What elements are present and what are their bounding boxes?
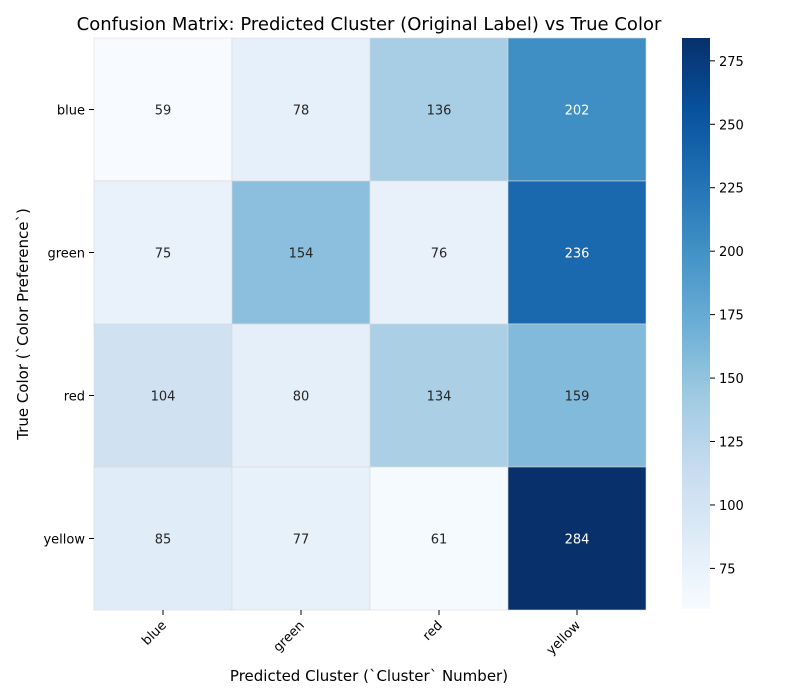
heatmap-cell [507,466,647,611]
x-tick-label: green [271,618,308,655]
cell-value-label: 159 [565,390,590,405]
colorbar [682,38,710,609]
y-tick-labels: blue green red yellow [43,104,94,548]
cell-value-label: 75 [155,247,172,262]
cell-value-label: 136 [427,104,452,119]
heatmap-cell [93,37,233,182]
heatmap-cell [369,37,509,182]
x-axis-label: Predicted Cluster (`Cluster` Number) [230,667,508,685]
cell-value-label: 80 [293,390,310,405]
heatmap-cell [231,466,371,611]
x-tick-label: yellow [544,618,584,658]
colorbar-tick-label: 250 [719,118,744,133]
heatmap-cell [231,180,371,325]
chart-title: Confusion Matrix: Predicted Cluster (Ori… [77,14,662,35]
heatmap-cell [507,323,647,468]
heatmap-cells: 59 78 136 202 75 154 76 236 104 80 134 159 85 77 61 284 [93,37,647,611]
x-tick-label: blue [139,618,169,648]
cell-value-label: 284 [565,533,590,548]
heatmap-cell [231,37,371,182]
y-tick-label: green [47,247,85,262]
cell-value-label: 154 [289,247,314,262]
cell-value-label: 202 [565,104,590,119]
colorbar-tick-label: 225 [719,182,744,197]
cell-value-label: 61 [431,533,448,548]
cell-value-label: 85 [155,533,172,548]
heatmap-cell [507,180,647,325]
colorbar-tick-label: 275 [719,55,744,70]
y-axis-label: True Color (`Color Preference`) [14,208,32,441]
colorbar-tick-label: 150 [719,372,744,387]
cell-value-label: 134 [427,390,452,405]
cell-value-label: 104 [151,390,176,405]
colorbar-tick-label: 125 [719,436,744,451]
cell-value-label: 236 [565,247,590,262]
colorbar-tick-label: 200 [719,245,744,260]
heatmap-cell [93,180,233,325]
heatmap-cell [369,180,509,325]
x-tick-labels: blue green red yellow [139,610,584,658]
y-tick-label: blue [57,104,85,119]
y-tick-label: red [64,390,85,405]
colorbar-tick-label: 75 [719,562,736,577]
heatmap-cell [507,37,647,182]
cell-value-label: 76 [431,247,448,262]
cell-value-label: 78 [293,104,310,119]
colorbar-tick-label: 175 [719,309,744,324]
heatmap-cell [369,466,509,611]
colorbar-tick-label: 100 [719,499,744,514]
cell-value-label: 77 [293,533,310,548]
heatmap-cell [231,323,371,468]
y-tick-label: yellow [43,533,85,548]
colorbar-ticks: 75 100 125 150 175 200 225 250 275 [710,55,744,577]
x-tick-label: red [420,618,446,644]
heatmap-cell [93,466,233,611]
cell-value-label: 59 [155,104,172,119]
